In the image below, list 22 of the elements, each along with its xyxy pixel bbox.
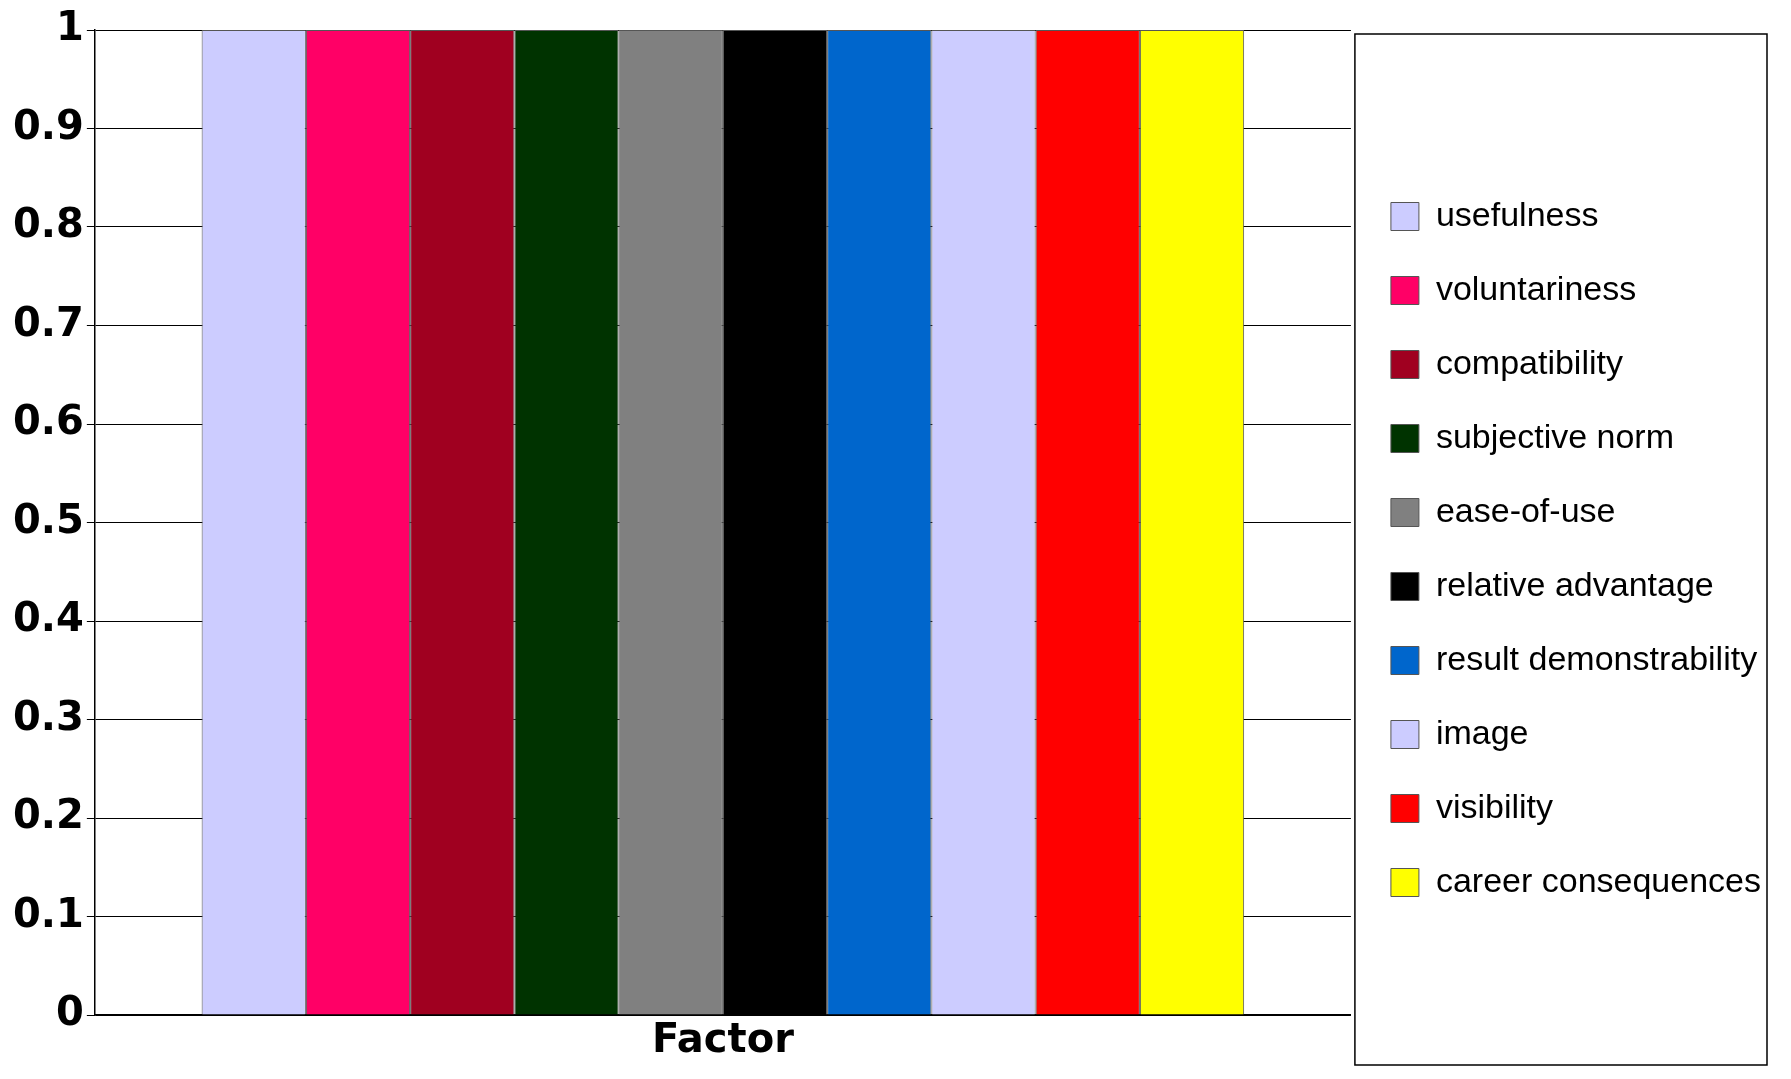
y-tick-label: 0.3 bbox=[13, 692, 84, 739]
y-tick-label: 0.1 bbox=[13, 889, 84, 936]
y-tick-label: 0.7 bbox=[13, 298, 84, 345]
y-tick-label: 0 bbox=[56, 988, 84, 1035]
legend-label: visibility bbox=[1435, 786, 1554, 825]
y-tick-label: 0.6 bbox=[13, 397, 84, 444]
y-tick-label: 1 bbox=[56, 3, 84, 50]
legend-label: compatibility bbox=[1435, 342, 1623, 381]
legend-label: image bbox=[1435, 712, 1529, 751]
legend-label: usefulness bbox=[1435, 194, 1599, 233]
legend-label: result demonstrability bbox=[1435, 638, 1758, 677]
y-tick-label: 0.8 bbox=[13, 200, 84, 247]
y-tick-label: 0.9 bbox=[13, 101, 84, 148]
y-tick-label: 0.2 bbox=[13, 791, 84, 838]
legend-label: career consequences bbox=[1435, 860, 1761, 899]
x-tick-label: Factor bbox=[651, 1015, 795, 1062]
legend-label: subjective norm bbox=[1435, 416, 1675, 455]
legend-label: relative advantage bbox=[1435, 564, 1714, 603]
y-tick-label: 0.4 bbox=[13, 594, 84, 641]
legend-label: ease-of-use bbox=[1435, 490, 1616, 529]
y-tick-label: 0.5 bbox=[13, 495, 84, 542]
legend-label: voluntariness bbox=[1435, 268, 1637, 307]
